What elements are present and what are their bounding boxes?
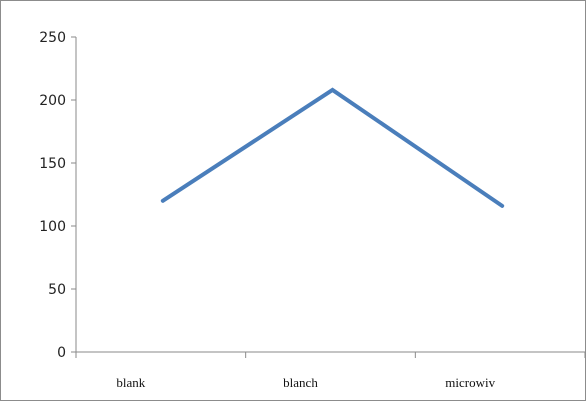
y-tick-label: 200: [39, 93, 66, 109]
y-tick-label: 50: [48, 282, 66, 298]
x-category-label: blank: [116, 375, 145, 390]
series-line: [160, 87, 505, 208]
x-category-label: blanch: [283, 375, 318, 390]
data-point: [331, 88, 334, 92]
series-group: [160, 87, 505, 208]
y-tick-label: 150: [39, 156, 66, 172]
data-point: [500, 204, 504, 208]
y-tick-label: 100: [39, 219, 66, 235]
x-category-label: microwiv: [445, 375, 495, 390]
y-axis: 0 50 100 150 200 250: [39, 30, 77, 361]
x-axis: blank blanch microwiv: [75, 351, 585, 390]
y-tick-label: 0: [57, 345, 66, 361]
data-point: [161, 199, 165, 203]
y-tick-label: 250: [39, 30, 66, 46]
